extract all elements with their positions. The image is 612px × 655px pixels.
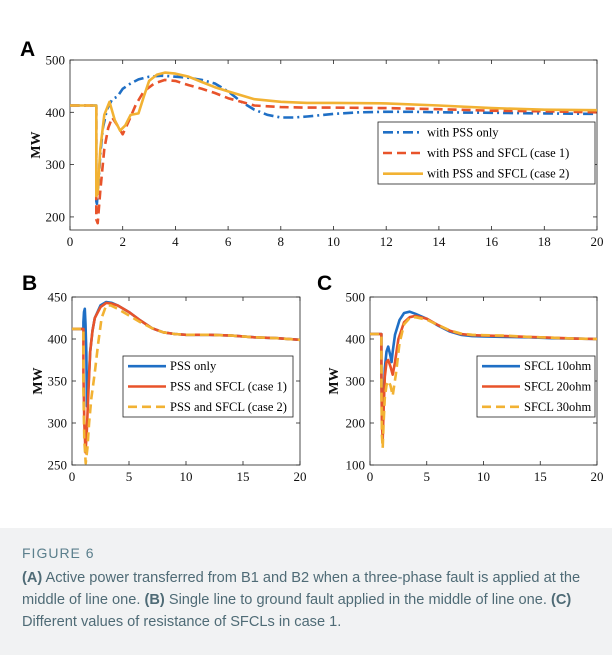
y-tick-label: 100 <box>346 458 366 473</box>
y-tick-label: 200 <box>346 416 366 431</box>
legend-label-3: PSS and SFCL (case 2) <box>170 400 287 414</box>
chart-panel-a: 0 2 4 6 8 10 12 14 16 18 20 200 300 400 500 MW with PSS … <box>29 53 604 250</box>
caption-label-c: (C) <box>550 592 572 608</box>
caption-text-c: Different values of resistance of SFCLs … <box>22 614 342 630</box>
caption-text-a: Active power transferred from B1 and B2 … <box>22 570 581 608</box>
x-tick-label: 10 <box>477 469 490 484</box>
panel-label-c: C <box>317 272 333 295</box>
series-line-3 <box>72 304 300 465</box>
panel-label-b: B <box>22 272 38 295</box>
y-axis-label: MW <box>29 131 44 158</box>
y-axis-label: MW <box>31 367 46 394</box>
caption-text-b: Single line to ground fault applied in t… <box>164 592 551 608</box>
series-line-3 <box>370 315 597 450</box>
y-tick-label: 400 <box>46 105 66 120</box>
x-tick-label: 15 <box>534 469 547 484</box>
legend-label-1: PSS only <box>170 359 217 373</box>
caption-text: (A) Active power transferred from B1 and… <box>22 567 592 633</box>
chart-panel-b: 0 5 10 15 20 250 300 350 400 450 MW PSS only PSS and… <box>31 290 307 485</box>
legend-label-1: with PSS only <box>427 125 499 139</box>
caption-box <box>0 528 612 655</box>
x-tick-label: 12 <box>380 234 393 249</box>
y-tick-label: 400 <box>48 332 68 347</box>
y-tick-label: 300 <box>346 374 366 389</box>
x-tick-label: 8 <box>278 234 285 249</box>
y-tick-label: 300 <box>48 416 68 431</box>
caption-label-a: (A) <box>22 570 43 586</box>
y-tick-label: 350 <box>48 374 68 389</box>
y-tick-label: 450 <box>48 290 68 305</box>
x-tick-label: 10 <box>180 469 193 484</box>
x-tick-label: 20 <box>294 469 307 484</box>
y-tick-label: 400 <box>346 332 366 347</box>
x-tick-label: 18 <box>538 234 551 249</box>
x-tick-label: 0 <box>367 469 374 484</box>
x-tick-label: 5 <box>126 469 133 484</box>
y-tick-label: 300 <box>46 157 66 172</box>
legend-label-2: with PSS and SFCL (case 1) <box>427 146 569 160</box>
legend-label-1: SFCL 10ohm <box>524 359 592 373</box>
caption-label-b: (B) <box>144 592 165 608</box>
x-tick-label: 20 <box>591 469 604 484</box>
legend-label-2: PSS and SFCL (case 1) <box>170 380 287 394</box>
caption-title: FIGURE 6 <box>22 545 95 561</box>
legend-label-2: SFCL 20ohm <box>524 380 592 394</box>
x-tick-label: 20 <box>591 234 604 249</box>
legend-label-3: SFCL 30ohm <box>524 400 592 414</box>
y-tick-label: 200 <box>46 209 66 224</box>
x-tick-label: 2 <box>119 234 126 249</box>
panel-label-a: A <box>20 38 36 61</box>
legend-label-3: with PSS and SFCL (case 2) <box>427 167 569 181</box>
x-tick-label: 14 <box>432 234 446 249</box>
x-tick-label: 5 <box>424 469 431 484</box>
y-axis-label: MW <box>327 367 342 394</box>
y-tick-label: 250 <box>48 458 68 473</box>
x-tick-label: 4 <box>172 234 179 249</box>
series-line-2 <box>70 78 597 225</box>
y-tick-label: 500 <box>346 290 366 305</box>
x-tick-label: 10 <box>327 234 340 249</box>
x-tick-label: 16 <box>485 234 499 249</box>
x-tick-label: 0 <box>69 469 76 484</box>
chart-panel-c: 0 5 10 15 20 100 200 300 400 500 MW SFCL 10ohm SFCL … <box>327 290 604 485</box>
series-line-3 <box>70 71 597 198</box>
x-tick-label: 6 <box>225 234 232 249</box>
x-tick-label: 15 <box>237 469 250 484</box>
y-tick-label: 500 <box>46 53 66 68</box>
x-tick-label: 0 <box>67 234 74 249</box>
